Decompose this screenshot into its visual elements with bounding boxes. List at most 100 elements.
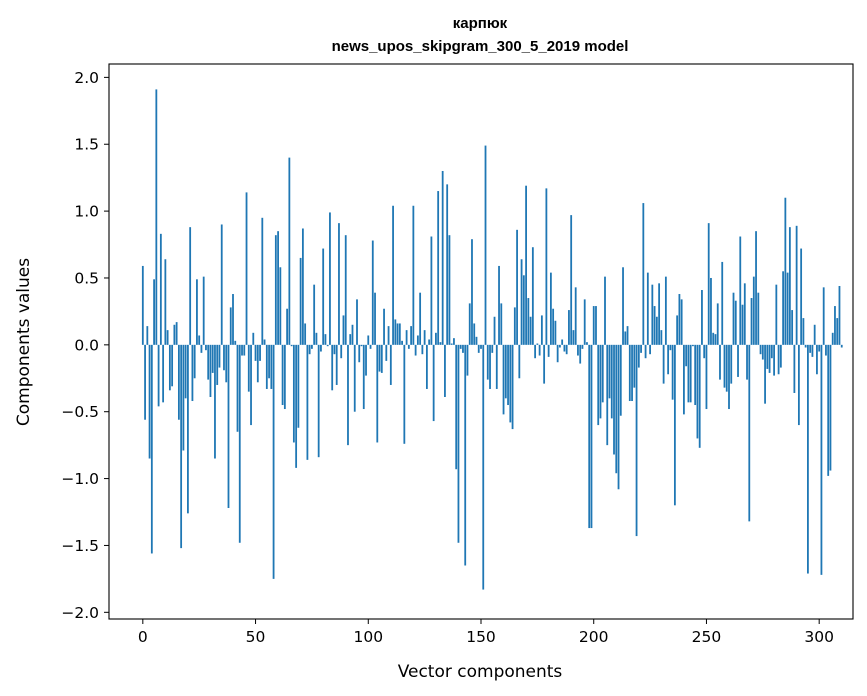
bar-component-23: [193, 344, 196, 379]
bar-component-310: [840, 344, 843, 348]
bar-component-58: [272, 344, 275, 579]
bar-component-215: [626, 326, 629, 345]
bar-component-282: [777, 344, 780, 375]
bar-component-288: [791, 310, 794, 345]
bar-component-284: [782, 271, 785, 345]
bar-component-176: [538, 344, 541, 356]
bar-component-166: [516, 229, 518, 345]
y-tick-label: 1.5: [74, 136, 99, 154]
bar-component-123: [419, 292, 422, 345]
bar-component-179: [545, 188, 548, 345]
bar-component-49: [252, 332, 255, 345]
bar-component-32: [214, 344, 216, 459]
bar-component-204: [601, 344, 604, 403]
bar-component-37: [225, 344, 228, 383]
bar-component-157: [495, 344, 498, 389]
bar-component-186: [561, 339, 564, 345]
bar-component-55: [265, 344, 268, 389]
bar-component-242: [687, 344, 690, 403]
bar-component-109: [387, 326, 390, 345]
bar-component-54: [263, 339, 266, 345]
bar-component-300: [818, 344, 821, 352]
bar-component-26: [200, 344, 203, 353]
bar-component-281: [775, 284, 778, 345]
bar-component-206: [606, 344, 609, 446]
bar-component-25: [198, 335, 201, 345]
bar-component-72: [304, 323, 307, 345]
bar-component-140: [457, 344, 460, 543]
bar-component-29: [207, 344, 210, 380]
bar-component-110: [389, 344, 392, 385]
bar-component-297: [811, 344, 814, 357]
bar-component-248: [701, 290, 703, 345]
bar-component-187: [563, 344, 566, 352]
bar-component-201: [595, 306, 597, 345]
bar-component-180: [547, 344, 550, 357]
bar-component-183: [554, 320, 557, 345]
bar-component-106: [380, 344, 383, 373]
bar-component-81: [324, 334, 327, 345]
bar-component-287: [788, 227, 791, 345]
bar-component-21: [189, 227, 192, 345]
bar-component-51: [256, 344, 259, 383]
bar-component-195: [581, 344, 584, 349]
bar-component-8: [159, 233, 162, 345]
bar-component-119: [410, 326, 413, 345]
bar-component-235: [671, 344, 674, 400]
bar-component-151: [482, 344, 485, 590]
bar-component-64: [286, 308, 289, 345]
bar-component-184: [556, 344, 559, 363]
bar-component-171: [527, 298, 530, 345]
bar-component-0: [141, 265, 144, 345]
bar-component-182: [552, 308, 555, 345]
bar-component-290: [795, 225, 798, 345]
bar-component-173: [531, 247, 534, 345]
bar-component-136: [448, 235, 451, 345]
bar-component-154: [489, 344, 491, 389]
bar-component-221: [640, 344, 642, 353]
bar-component-13: [171, 344, 174, 387]
bar-component-19: [184, 344, 187, 399]
bar-component-76: [313, 284, 316, 345]
bar-component-294: [804, 344, 807, 348]
bar-component-143: [464, 344, 467, 566]
y-axis-label: Components values: [14, 258, 34, 426]
bar-component-189: [568, 310, 570, 345]
bar-component-199: [590, 344, 593, 529]
bar-component-246: [696, 344, 699, 439]
bar-component-240: [683, 344, 685, 415]
bar-component-208: [610, 344, 613, 419]
bar-component-62: [281, 344, 284, 406]
bar-component-63: [283, 344, 286, 410]
bar-component-89: [342, 315, 345, 345]
bar-component-100: [367, 335, 370, 345]
bar-component-128: [430, 236, 433, 345]
bar-component-46: [245, 192, 248, 345]
bar-component-120: [412, 205, 415, 345]
bar-component-198: [588, 344, 591, 529]
bar-component-188: [565, 344, 568, 355]
bar-component-169: [522, 275, 525, 345]
bar-component-69: [297, 344, 300, 428]
y-tick-label: −0.5: [61, 403, 99, 421]
bar-component-113: [396, 323, 399, 345]
bar-component-28: [205, 344, 207, 351]
bar-component-137: [450, 343, 453, 345]
bar-component-4: [150, 344, 153, 554]
bar-component-236: [673, 344, 676, 506]
bar-component-84: [331, 344, 334, 391]
bar-component-273: [757, 292, 760, 345]
x-tick-label: 100: [353, 628, 383, 646]
bar-component-145: [468, 303, 471, 345]
bar-component-153: [486, 344, 489, 380]
bar-component-172: [529, 316, 532, 345]
bar-component-219: [635, 344, 638, 537]
bar-component-224: [646, 272, 649, 345]
bar-component-212: [619, 344, 622, 416]
bar-component-308: [836, 318, 839, 345]
bar-component-272: [755, 231, 757, 345]
bar-component-167: [518, 344, 521, 379]
bar-component-101: [369, 344, 372, 349]
bar-component-168: [520, 259, 523, 345]
x-tick-label: 150: [466, 628, 496, 646]
